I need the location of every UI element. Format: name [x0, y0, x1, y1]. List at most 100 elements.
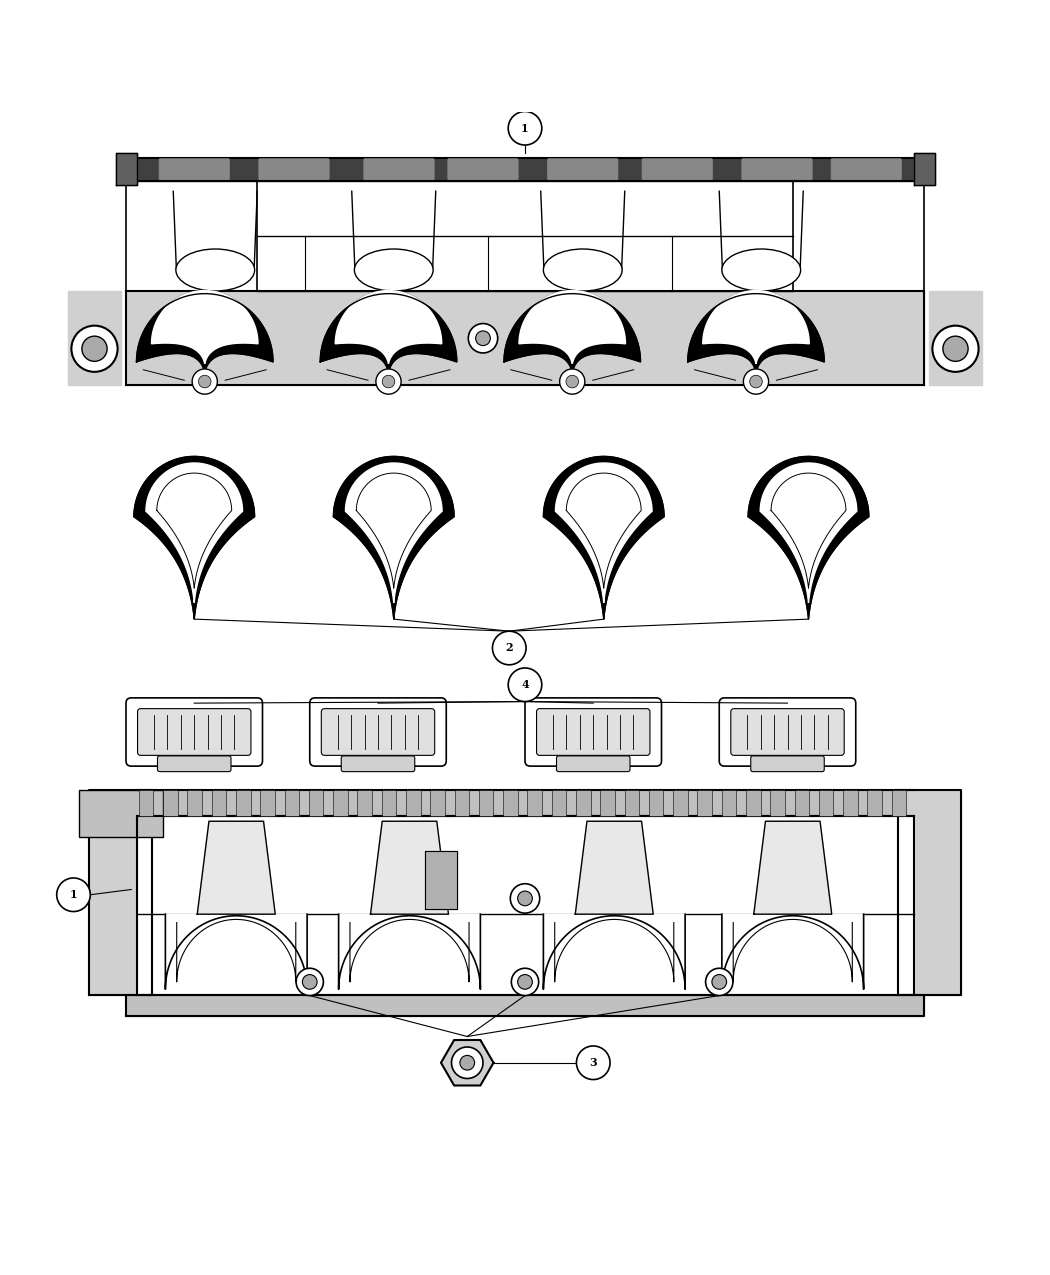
- FancyBboxPatch shape: [158, 756, 231, 771]
- Bar: [625, 789, 639, 816]
- Bar: [697, 789, 712, 816]
- Polygon shape: [544, 456, 664, 620]
- Bar: [188, 789, 202, 816]
- FancyBboxPatch shape: [447, 158, 518, 180]
- Bar: [79, 789, 163, 836]
- Polygon shape: [722, 914, 863, 989]
- Text: 4: 4: [521, 680, 529, 690]
- FancyBboxPatch shape: [741, 158, 813, 180]
- Circle shape: [943, 337, 968, 361]
- Circle shape: [560, 368, 585, 394]
- Circle shape: [192, 368, 217, 394]
- Bar: [357, 789, 372, 816]
- Circle shape: [510, 884, 540, 913]
- FancyBboxPatch shape: [548, 158, 617, 180]
- FancyBboxPatch shape: [126, 697, 262, 766]
- Bar: [236, 789, 251, 816]
- Polygon shape: [68, 291, 121, 385]
- Circle shape: [566, 375, 579, 388]
- Ellipse shape: [355, 249, 433, 291]
- Polygon shape: [441, 1040, 494, 1085]
- Polygon shape: [504, 291, 640, 372]
- Circle shape: [743, 368, 769, 394]
- Bar: [601, 789, 615, 816]
- Bar: [673, 789, 688, 816]
- Polygon shape: [748, 456, 869, 620]
- Bar: [795, 789, 810, 816]
- Polygon shape: [754, 821, 832, 914]
- Bar: [382, 789, 396, 816]
- Polygon shape: [702, 291, 810, 363]
- Circle shape: [376, 368, 401, 394]
- Bar: [479, 789, 493, 816]
- FancyBboxPatch shape: [160, 158, 229, 180]
- Bar: [867, 789, 882, 816]
- Circle shape: [468, 324, 498, 353]
- Polygon shape: [555, 463, 652, 603]
- FancyBboxPatch shape: [731, 709, 844, 755]
- Circle shape: [706, 968, 733, 996]
- FancyBboxPatch shape: [138, 709, 251, 755]
- FancyBboxPatch shape: [341, 756, 415, 771]
- Text: 1: 1: [69, 889, 78, 900]
- Circle shape: [57, 878, 90, 912]
- Circle shape: [296, 968, 323, 996]
- Polygon shape: [126, 994, 924, 1015]
- Circle shape: [576, 1046, 610, 1080]
- FancyBboxPatch shape: [525, 697, 662, 766]
- Circle shape: [518, 974, 532, 989]
- Bar: [139, 789, 153, 816]
- Polygon shape: [166, 914, 307, 989]
- FancyBboxPatch shape: [556, 756, 630, 771]
- Circle shape: [932, 325, 979, 372]
- Text: 2: 2: [505, 643, 513, 654]
- FancyBboxPatch shape: [832, 158, 901, 180]
- Bar: [649, 789, 664, 816]
- Polygon shape: [688, 291, 824, 372]
- Polygon shape: [760, 463, 857, 603]
- Polygon shape: [334, 456, 454, 620]
- FancyBboxPatch shape: [719, 697, 856, 766]
- Bar: [551, 789, 566, 816]
- Polygon shape: [134, 456, 254, 620]
- Polygon shape: [146, 463, 243, 603]
- Polygon shape: [151, 291, 258, 363]
- Circle shape: [492, 631, 526, 664]
- Circle shape: [460, 1056, 475, 1070]
- Polygon shape: [136, 789, 914, 816]
- FancyBboxPatch shape: [321, 709, 435, 755]
- FancyBboxPatch shape: [537, 709, 650, 755]
- FancyBboxPatch shape: [259, 158, 330, 180]
- Polygon shape: [371, 821, 448, 914]
- Bar: [576, 789, 590, 816]
- Bar: [843, 789, 858, 816]
- FancyBboxPatch shape: [364, 158, 435, 180]
- Circle shape: [518, 891, 532, 905]
- Circle shape: [82, 337, 107, 361]
- FancyBboxPatch shape: [310, 697, 446, 766]
- Bar: [503, 789, 518, 816]
- Polygon shape: [544, 456, 664, 620]
- Circle shape: [511, 968, 539, 996]
- Circle shape: [750, 375, 762, 388]
- Bar: [771, 789, 784, 816]
- Circle shape: [198, 375, 211, 388]
- Bar: [333, 789, 348, 816]
- Circle shape: [476, 332, 490, 346]
- Bar: [721, 789, 736, 816]
- Ellipse shape: [722, 249, 800, 291]
- Polygon shape: [519, 291, 626, 363]
- Bar: [430, 789, 445, 816]
- Bar: [309, 789, 323, 816]
- Polygon shape: [126, 291, 924, 385]
- Bar: [212, 789, 227, 816]
- Text: 1: 1: [521, 122, 529, 134]
- Polygon shape: [335, 291, 442, 363]
- Bar: [163, 789, 177, 816]
- Bar: [746, 789, 760, 816]
- Circle shape: [508, 111, 542, 145]
- Polygon shape: [134, 456, 254, 620]
- Polygon shape: [126, 181, 257, 291]
- Polygon shape: [748, 456, 869, 620]
- Polygon shape: [89, 789, 152, 994]
